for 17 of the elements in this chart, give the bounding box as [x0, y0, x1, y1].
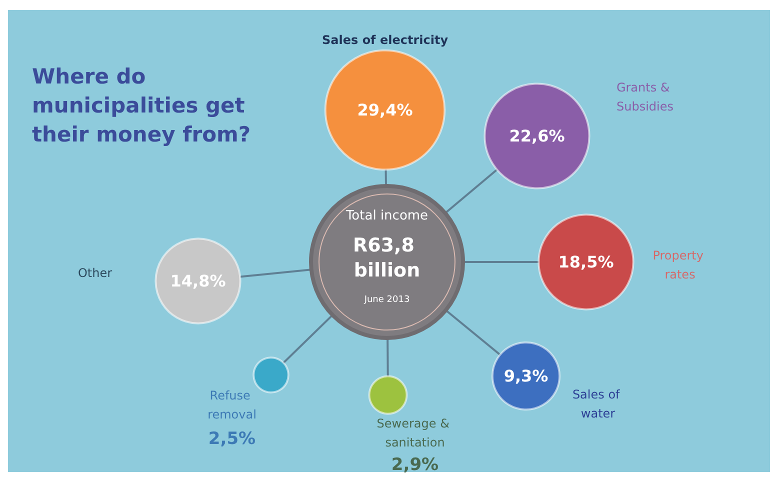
category-label: Sales of water [572, 388, 624, 420]
data-label: 9,3% [504, 366, 548, 386]
data-label: 22,6% [509, 126, 565, 146]
category-label: Property rates [652, 248, 708, 282]
data-label: 2,9% [391, 455, 439, 475]
category-label: Refuse removal [208, 388, 256, 422]
category-label: Sewerage & sanitation [376, 416, 454, 450]
category-label: Other [78, 266, 112, 280]
text: June 2013 [363, 295, 410, 305]
text: R63,8 billion [352, 234, 422, 282]
category-label: Grants & Subsidies [616, 80, 674, 114]
data-label: 29,4% [357, 100, 413, 120]
text: Where do municipalities get their money from? [32, 64, 252, 146]
data-label: 18,5% [558, 252, 614, 272]
data-label: 2,5% [208, 429, 256, 449]
text: Total income [344, 208, 428, 224]
category-label: Sales of electricity [322, 33, 448, 47]
